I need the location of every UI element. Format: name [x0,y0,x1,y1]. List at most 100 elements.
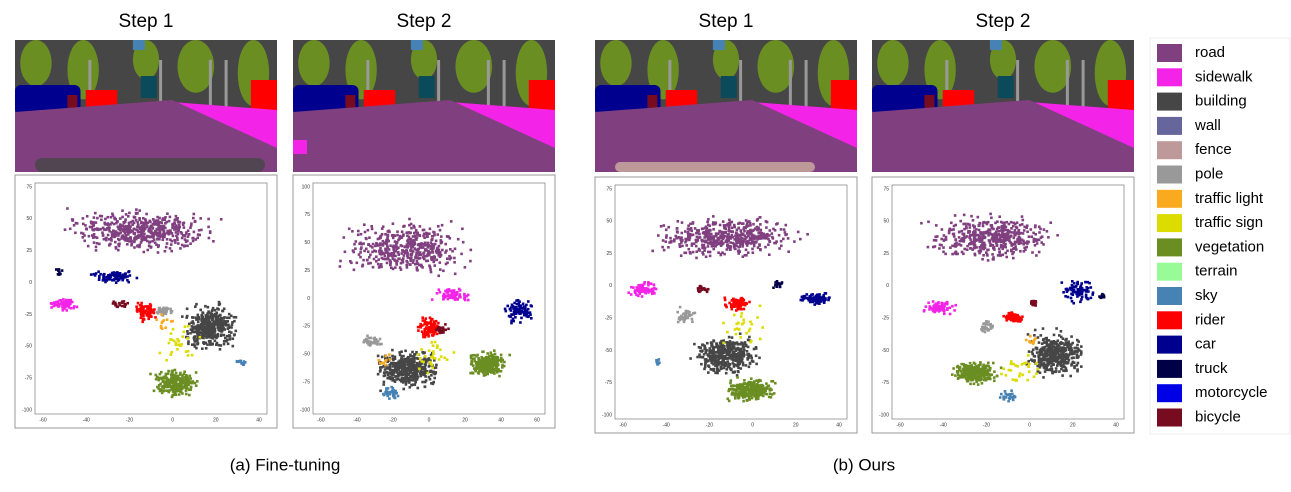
point [392,377,395,380]
point [163,390,166,393]
point [208,326,211,329]
point [399,235,402,238]
point [166,212,169,215]
point [148,308,151,311]
point [638,291,641,294]
point [141,311,144,314]
point [772,286,775,289]
point [94,212,97,215]
point [114,277,117,280]
point [159,390,162,393]
point [734,234,737,237]
point [744,391,747,394]
point [194,335,197,338]
point [383,375,386,378]
point [207,306,210,309]
point [421,371,424,374]
point [806,293,809,296]
point [432,235,435,238]
point [453,289,456,292]
seg-vegetation [600,40,631,86]
point [190,386,193,389]
point [702,240,705,243]
point [476,354,479,357]
point [758,235,761,238]
point [759,223,762,226]
point [810,298,813,301]
point [415,371,418,374]
point [185,241,188,244]
point [680,236,683,239]
point [698,249,701,252]
point [181,377,184,380]
point [724,232,727,235]
point [627,291,630,294]
point [406,261,409,264]
x-tick-label: 40 [498,417,504,423]
point [426,242,429,245]
point [762,388,765,391]
point [700,363,703,366]
point [711,343,714,346]
point [706,227,709,230]
point [424,375,427,378]
point [87,245,90,248]
point [185,389,188,392]
point [108,278,111,281]
point [409,242,412,245]
y-tick-label: -50 [605,348,612,354]
point [709,347,712,350]
point [114,303,117,306]
point [712,248,715,251]
point [736,394,739,397]
point [405,383,408,386]
point [431,366,434,369]
point [227,327,230,330]
point [491,354,494,357]
point [410,253,413,256]
point [58,299,61,302]
point [505,310,508,313]
point [135,212,138,215]
y-tick-label: -100 [300,407,310,413]
point [98,278,101,281]
point [107,216,110,219]
point [754,235,757,238]
point [770,396,773,399]
point [724,299,727,302]
point [159,227,162,230]
point [715,234,718,237]
point [394,234,397,237]
point [464,266,467,269]
point [408,231,411,234]
point [744,302,747,305]
point [127,281,130,284]
y-tick-label: 50 [26,216,32,222]
point [210,331,213,334]
point [232,345,235,348]
point [98,243,101,246]
point [170,320,173,323]
point [160,371,163,374]
point [111,213,114,216]
point [431,246,434,249]
point [115,281,118,284]
point [153,390,156,393]
point [229,335,232,338]
point [208,340,211,343]
point [716,364,719,367]
point [61,303,64,306]
seg-vegetation [20,40,51,86]
x-tick-label: 40 [1113,422,1119,428]
point [223,328,226,331]
point [698,287,701,290]
point [693,343,696,346]
point [732,345,735,348]
point [175,235,178,238]
point [196,237,199,240]
point [196,338,199,341]
point [726,236,729,239]
point [442,270,445,273]
point [226,317,229,320]
y-tick-label: 0 [307,296,310,302]
